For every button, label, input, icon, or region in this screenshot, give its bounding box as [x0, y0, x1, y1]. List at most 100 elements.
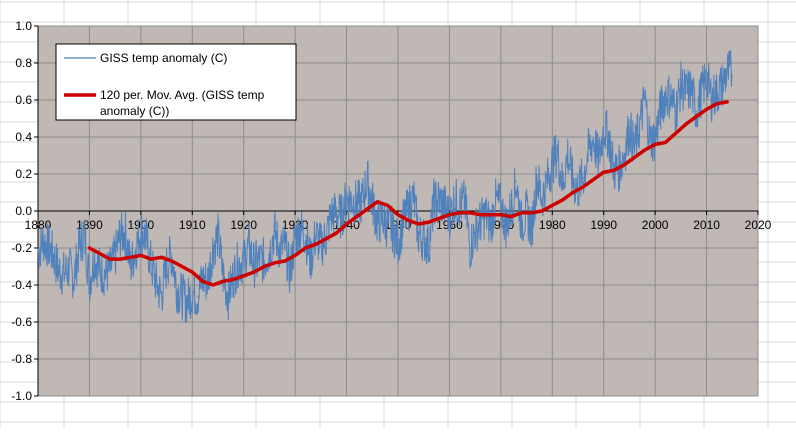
data-point-giss-temp-anomaly	[561, 184, 564, 186]
data-point-moving-average	[212, 284, 214, 286]
data-point-moving-average	[602, 171, 605, 173]
data-point-moving-average	[386, 204, 389, 207]
data-point-giss-temp-anomaly	[675, 110, 677, 112]
x-tick-label: 1880	[25, 218, 52, 232]
data-point-moving-average	[592, 178, 595, 181]
data-point-giss-temp-anomaly	[633, 149, 636, 151]
data-point-giss-temp-anomaly	[222, 275, 224, 277]
data-point-giss-temp-anomaly	[453, 199, 456, 201]
data-point-giss-temp-anomaly	[268, 251, 271, 253]
data-point-moving-average	[572, 191, 574, 194]
data-point-giss-temp-anomaly	[140, 228, 142, 231]
data-point-giss-temp-anomaly	[217, 234, 219, 236]
data-point-moving-average	[170, 260, 173, 262]
data-point-giss-temp-anomaly	[284, 245, 286, 247]
x-tick-label: 2010	[693, 218, 720, 232]
data-point-giss-temp-anomaly	[315, 234, 317, 236]
data-point-giss-temp-anomaly	[155, 282, 157, 284]
data-point-giss-temp-anomaly	[304, 234, 307, 236]
data-point-moving-average	[520, 212, 523, 214]
data-point-giss-temp-anomaly	[381, 217, 384, 219]
data-point-giss-temp-anomaly	[567, 153, 569, 155]
data-point-giss-temp-anomaly	[407, 208, 409, 210]
data-point-moving-average	[448, 213, 451, 216]
data-point-moving-average	[551, 204, 554, 207]
data-point-giss-temp-anomaly	[68, 267, 70, 269]
data-point-moving-average	[438, 217, 440, 220]
data-point-moving-average	[674, 132, 677, 135]
data-point-giss-temp-anomaly	[582, 177, 584, 179]
data-point-moving-average	[201, 280, 204, 283]
data-point-giss-temp-anomaly	[150, 264, 152, 266]
data-point-giss-temp-anomaly	[176, 288, 178, 290]
data-point-giss-temp-anomaly	[294, 236, 296, 238]
data-point-moving-average	[458, 212, 461, 214]
data-point-moving-average	[644, 149, 646, 151]
x-tick-label: 1990	[590, 218, 617, 232]
data-point-giss-temp-anomaly	[428, 245, 430, 247]
data-point-giss-temp-anomaly	[628, 127, 631, 129]
data-point-giss-temp-anomaly	[299, 228, 301, 231]
data-point-giss-temp-anomaly	[237, 262, 240, 264]
data-point-giss-temp-anomaly	[366, 178, 368, 181]
data-point-giss-temp-anomaly	[37, 251, 39, 253]
data-point-giss-temp-anomaly	[171, 252, 173, 255]
data-point-giss-temp-anomaly	[227, 295, 229, 297]
data-point-moving-average	[129, 256, 132, 259]
data-point-giss-temp-anomaly	[705, 77, 708, 79]
y-tick-label: -1.0	[11, 389, 32, 403]
data-point-giss-temp-anomaly	[63, 273, 65, 275]
data-point-moving-average	[500, 213, 502, 216]
data-point-giss-temp-anomaly	[392, 228, 394, 231]
data-point-giss-temp-anomaly	[397, 243, 399, 245]
data-point-giss-temp-anomaly	[145, 238, 147, 240]
data-point-giss-temp-anomaly	[78, 247, 80, 249]
data-point-giss-temp-anomaly	[160, 295, 163, 297]
data-point-giss-temp-anomaly	[320, 245, 322, 247]
data-point-moving-average	[376, 200, 379, 203]
data-point-giss-temp-anomaly	[572, 180, 574, 182]
data-point-moving-average	[489, 213, 492, 216]
data-point-moving-average	[428, 221, 430, 223]
data-point-giss-temp-anomaly	[690, 88, 692, 90]
y-tick-label: 0.2	[15, 167, 32, 181]
data-point-giss-temp-anomaly	[474, 230, 476, 232]
data-point-moving-average	[654, 143, 656, 146]
data-point-giss-temp-anomaly	[124, 232, 127, 234]
data-point-moving-average	[685, 123, 687, 125]
data-point-giss-temp-anomaly	[680, 84, 682, 86]
data-point-moving-average	[695, 115, 698, 118]
y-tick-label: -0.4	[11, 278, 32, 292]
data-point-giss-temp-anomaly	[273, 230, 276, 232]
data-point-moving-average	[397, 213, 399, 216]
data-point-moving-average	[356, 215, 358, 218]
x-tick-label: 2020	[745, 218, 772, 232]
data-point-giss-temp-anomaly	[135, 247, 137, 249]
data-point-moving-average	[253, 271, 255, 273]
y-tick-label: 0.6	[15, 93, 32, 107]
y-tick-label: -0.2	[11, 241, 32, 255]
series-line-giss-temp-anomaly	[37, 50, 733, 323]
data-point-giss-temp-anomaly	[109, 269, 111, 271]
data-point-giss-temp-anomaly	[639, 125, 641, 127]
x-tick-label: 2000	[642, 218, 669, 232]
data-point-giss-temp-anomaly	[114, 254, 116, 256]
data-point-giss-temp-anomaly	[556, 151, 559, 153]
data-point-giss-temp-anomaly	[88, 280, 91, 282]
y-tick-label: -0.8	[11, 352, 32, 366]
data-point-giss-temp-anomaly	[376, 223, 379, 225]
data-point-moving-average	[109, 258, 111, 260]
data-point-giss-temp-anomaly	[165, 265, 168, 268]
data-point-giss-temp-anomaly	[371, 201, 373, 203]
data-point-moving-average	[469, 212, 471, 214]
data-point-giss-temp-anomaly	[232, 275, 235, 277]
data-point-moving-average	[232, 278, 235, 281]
data-point-moving-average	[140, 254, 142, 257]
data-point-giss-temp-anomaly	[664, 93, 667, 96]
data-point-moving-average	[561, 199, 564, 201]
data-point-giss-temp-anomaly	[335, 212, 337, 214]
y-tick-label: 0.0	[15, 204, 32, 218]
data-point-giss-temp-anomaly	[546, 180, 548, 182]
data-point-giss-temp-anomaly	[608, 136, 610, 138]
